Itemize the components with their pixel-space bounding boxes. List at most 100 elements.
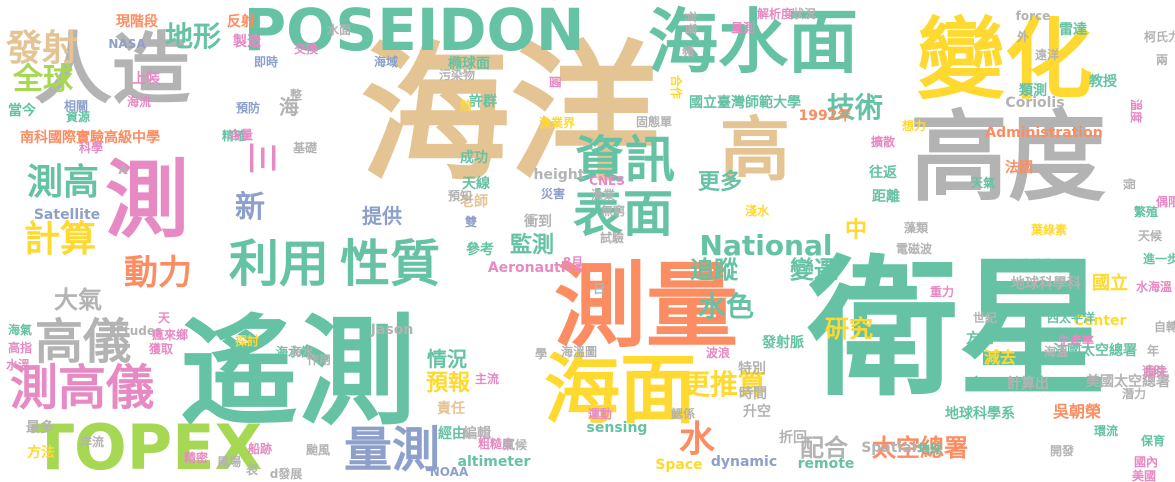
cloud-word: 衝到: [524, 215, 552, 229]
cloud-word: 水色: [698, 293, 754, 321]
cloud-word: 漁業: [591, 189, 615, 201]
cloud-word: 整: [290, 89, 302, 101]
cloud-word: 測高: [27, 165, 99, 201]
cloud-word: 國立: [1092, 275, 1128, 293]
cloud-word: 海水面: [648, 7, 858, 77]
cloud-word: 上裝: [132, 72, 160, 86]
cloud-word: 熱: [460, 100, 472, 112]
cloud-word: 試驗: [600, 232, 624, 244]
cloud-word: 漁業界: [539, 117, 575, 129]
cloud-word: 海溫圖: [561, 346, 597, 358]
cloud-word: 追蹤: [690, 258, 738, 282]
cloud-word: 預報: [426, 373, 470, 395]
cloud-word: 偶限: [1156, 196, 1175, 208]
cloud-word: height: [534, 168, 585, 182]
cloud-word: 科學: [79, 142, 103, 154]
cloud-word: 有害: [685, 11, 697, 35]
cloud-word: 中: [845, 220, 867, 242]
cloud-word: Satellite: [34, 208, 100, 222]
cloud-word: 國: [549, 76, 561, 88]
cloud-word: 年: [1147, 345, 1159, 357]
cloud-word: 電磁波: [896, 243, 932, 255]
cloud-word: Spatials: [861, 441, 925, 455]
cloud-word: remote: [798, 457, 855, 471]
cloud-word: 無窮: [601, 205, 625, 217]
cloud-word: 葉綠素: [1031, 224, 1067, 236]
cloud-word: d發展: [270, 468, 303, 480]
cloud-word: 水面: [327, 24, 351, 36]
cloud-word: 責任: [437, 402, 465, 416]
cloud-word: 天氣: [971, 177, 995, 189]
cloud-word: 即時: [254, 56, 278, 68]
cloud-word: 船跡: [248, 443, 272, 455]
cloud-word: 大氣: [54, 288, 102, 312]
cloud-word: 海水: [290, 346, 314, 358]
cloud-word: 運動: [588, 408, 612, 420]
cloud-word: 減去: [984, 350, 1016, 366]
cloud-word: 開發: [1050, 445, 1074, 457]
cloud-word: 吳朝榮: [1053, 404, 1101, 420]
cloud-word: 測高儀: [10, 364, 154, 412]
cloud-word: Administration: [985, 126, 1102, 140]
cloud-word: 高度: [910, 109, 1106, 207]
cloud-word: 遠洋: [1035, 49, 1059, 61]
cloud-word: 損失: [1144, 366, 1168, 378]
cloud-word: 往返: [869, 166, 897, 180]
cloud-word: 颱風: [306, 444, 330, 456]
cloud-word: 反射: [227, 15, 255, 29]
cloud-word: 水: [679, 422, 715, 458]
cloud-word: sensing: [587, 421, 648, 435]
cloud-word: 重力: [930, 286, 954, 298]
cloud-word: 風場: [217, 456, 241, 468]
cloud-word: 環流: [1094, 425, 1118, 437]
cloud-word: 最多: [26, 421, 54, 435]
cloud-word: 地球科學科: [1011, 277, 1081, 291]
cloud-word: 獲取: [149, 343, 173, 355]
cloud-word: 雷達: [1059, 23, 1087, 37]
cloud-word: 法國: [1005, 161, 1033, 175]
cloud-word: 西太平洋: [1047, 312, 1095, 324]
cloud-word: 國內: [1134, 456, 1158, 468]
cloud-word: 日: [593, 283, 605, 295]
cloud-word: 溫度: [1130, 99, 1142, 123]
cloud-word: 提供: [362, 206, 402, 226]
cloud-word: 許群: [469, 95, 497, 109]
cloud-word: 水海溫: [1136, 281, 1172, 293]
cloud-word: 兩: [1156, 54, 1168, 66]
cloud-word: 主流: [475, 373, 499, 385]
cloud-word: 進一步: [1143, 253, 1175, 265]
cloud-word: 擴散: [871, 136, 895, 148]
cloud-word: 自轉: [1154, 321, 1175, 333]
cloud-word: A: [118, 164, 127, 176]
cloud-word: 折回: [779, 431, 807, 445]
cloud-word: 想力: [902, 120, 926, 132]
cloud-word: 發射脈: [762, 336, 804, 350]
cloud-word: 海溫: [1044, 346, 1068, 358]
cloud-word: 世紀: [973, 312, 997, 324]
cloud-word: 參考: [466, 243, 494, 257]
cloud-word: 三: [246, 142, 278, 174]
cloud-word: Jason: [371, 323, 414, 337]
cloud-word: 動力: [124, 256, 192, 290]
cloud-word: 美國: [1132, 470, 1156, 482]
cloud-word: 繁殖: [1134, 206, 1158, 218]
cloud-word: 潛力: [1122, 388, 1146, 400]
cloud-word: 災害: [541, 188, 565, 200]
cloud-word: 地球: [918, 443, 942, 455]
cloud-word: 學: [535, 348, 547, 360]
cloud-word: 8月: [563, 256, 583, 268]
cloud-word: 製造: [233, 35, 261, 49]
cloud-word: 星測: [731, 22, 755, 34]
cloud-word: 雙: [465, 216, 477, 228]
cloud-word: 成功: [460, 151, 488, 165]
cloud-word: 當今: [8, 104, 36, 118]
cloud-word: 性質: [340, 239, 440, 289]
cloud-word: 變遷: [790, 258, 838, 282]
cloud-word: 波浪: [706, 347, 730, 359]
cloud-word: 藻類: [904, 222, 928, 234]
cloud-word: 國立臺灣師範大學: [689, 96, 801, 110]
cloud-word: 外: [1017, 31, 1029, 43]
cloud-word: 固態單: [636, 116, 672, 128]
cloud-word: 方向: [966, 332, 994, 346]
